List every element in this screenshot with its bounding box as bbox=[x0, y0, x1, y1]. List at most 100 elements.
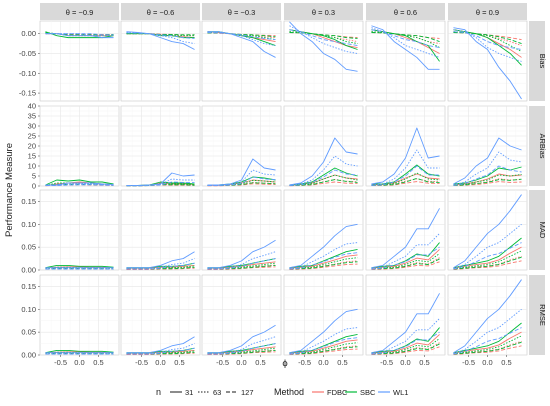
series-line-wl1-n63 bbox=[207, 169, 276, 186]
series-line-sbc-n31 bbox=[453, 322, 522, 354]
x-tick-label: -0.5 bbox=[54, 358, 67, 367]
series-line-sbc-n127 bbox=[45, 352, 114, 355]
series-line-wl1-n31 bbox=[207, 158, 276, 186]
series-line-sbc-n127 bbox=[289, 32, 358, 39]
series-line-wl1-n127 bbox=[453, 242, 522, 270]
series-line-sbc-n127 bbox=[207, 264, 276, 270]
series-line-wl1-n31 bbox=[45, 33, 114, 39]
series-line-fdbc-n127 bbox=[126, 267, 195, 270]
series-line-sbc-n31 bbox=[289, 333, 358, 354]
series-line-wl1-n31 bbox=[126, 31, 195, 50]
series-line-fdbc-n127 bbox=[371, 181, 440, 187]
series-line-fdbc-n31 bbox=[207, 346, 276, 354]
series-line-sbc-n127 bbox=[126, 266, 195, 270]
column-strip bbox=[366, 3, 445, 20]
x-tick-label: -0.5 bbox=[462, 358, 475, 367]
series-line-sbc-n127 bbox=[289, 346, 358, 355]
series-line-wl1-n31 bbox=[126, 336, 195, 354]
legend-label-method: FDBC bbox=[327, 388, 348, 397]
y-tick-label: 0.10 bbox=[21, 305, 36, 314]
series-line-fdbc-n63 bbox=[289, 345, 358, 355]
series-line-wl1-n63 bbox=[289, 25, 358, 54]
series-line-wl1-n63 bbox=[289, 327, 358, 355]
column-strip-label: θ = −0.9 bbox=[66, 8, 94, 17]
row-strip bbox=[529, 275, 545, 355]
legend-title-method: Method bbox=[274, 387, 304, 397]
series-line-sbc-n31 bbox=[453, 237, 522, 269]
y-tick-label: 0 bbox=[32, 182, 36, 191]
row-strip-label: Bias bbox=[538, 54, 547, 69]
series-line-wl1-n31 bbox=[371, 25, 440, 70]
series-line-wl1-n31 bbox=[289, 223, 358, 269]
column-strip-label: θ = −0.3 bbox=[228, 8, 256, 17]
x-tick-label: 0.0 bbox=[318, 358, 328, 367]
series-line-fdbc-n63 bbox=[126, 351, 195, 355]
series-line-wl1-n63 bbox=[207, 31, 276, 46]
series-line-wl1-n31 bbox=[453, 27, 522, 100]
x-tick-label: 0.0 bbox=[236, 358, 246, 367]
series-line-fdbc-n127 bbox=[371, 346, 440, 355]
series-line-sbc-n31 bbox=[289, 248, 358, 269]
column-strip bbox=[121, 3, 200, 20]
series-line-sbc-n63 bbox=[371, 338, 440, 355]
row-strip-label: RMSE bbox=[538, 304, 547, 326]
series-line-sbc-n127 bbox=[453, 178, 522, 186]
series-line-wl1-n31 bbox=[126, 251, 195, 269]
row-strip bbox=[529, 190, 545, 270]
series-line-sbc-n31 bbox=[45, 349, 114, 354]
y-tick-label: 5 bbox=[32, 172, 36, 181]
series-line-fdbc-n127 bbox=[453, 345, 522, 355]
facet-panels: θ = −0.9 θ = −0.6 θ = −0.3 θ = 0.3 θ = 0.6 θ … bbox=[19, 3, 547, 367]
series-line-wl1-n31 bbox=[453, 137, 522, 185]
series-line-wl1-n63 bbox=[45, 183, 114, 186]
series-line-wl1-n63 bbox=[289, 242, 358, 270]
x-tick-label: 0.5 bbox=[93, 358, 103, 367]
y-tick-label: 0.00 bbox=[21, 266, 36, 275]
column-strip bbox=[448, 3, 527, 20]
series-line-sbc-n127 bbox=[289, 261, 358, 270]
series-line-sbc-n31 bbox=[371, 327, 440, 354]
x-tick-label: 0.0 bbox=[155, 358, 165, 367]
series-line-wl1-n63 bbox=[126, 343, 195, 355]
series-line-wl1-n63 bbox=[453, 223, 522, 270]
series-line-sbc-n127 bbox=[126, 184, 195, 187]
series-line-sbc-n127 bbox=[289, 179, 358, 187]
series-line-wl1-n31 bbox=[453, 279, 522, 354]
series-line-sbc-n127 bbox=[371, 32, 440, 43]
column-strip bbox=[284, 3, 363, 20]
series-line-sbc-n63 bbox=[207, 262, 276, 270]
series-line-wl1-n31 bbox=[289, 137, 358, 186]
series-line-wl1-n127 bbox=[126, 347, 195, 355]
series-line-wl1-n31 bbox=[371, 127, 440, 185]
legend-label-method: WL1 bbox=[393, 388, 408, 397]
x-tick-label: 0.5 bbox=[337, 358, 347, 367]
x-tick-label: -0.5 bbox=[380, 358, 393, 367]
x-tick-label: 0.0 bbox=[74, 358, 84, 367]
series-line-sbc-n63 bbox=[207, 347, 276, 355]
series-line-sbc-n63 bbox=[371, 253, 440, 270]
series-line-wl1-n31 bbox=[126, 172, 195, 186]
series-line-wl1-n63 bbox=[371, 233, 440, 270]
series-line-wl1-n63 bbox=[207, 336, 276, 355]
series-line-fdbc-n63 bbox=[453, 255, 522, 270]
x-tick-label: 0.5 bbox=[255, 358, 265, 367]
series-line-sbc-n127 bbox=[371, 343, 440, 355]
series-line-wl1-n31 bbox=[207, 239, 276, 269]
column-strip-label: θ = 0.6 bbox=[394, 8, 417, 17]
series-line-wl1-n31 bbox=[45, 182, 114, 186]
series-line-fdbc-n127 bbox=[289, 32, 358, 39]
series-line-fdbc-n127 bbox=[126, 352, 195, 355]
row-strip bbox=[529, 21, 545, 101]
x-tick-label: -0.5 bbox=[298, 358, 311, 367]
series-line-sbc-n63 bbox=[453, 250, 522, 270]
series-line-fdbc-n63 bbox=[453, 340, 522, 355]
row-strip-label: ARBias bbox=[538, 133, 547, 158]
series-line-fdbc-n127 bbox=[453, 181, 522, 187]
series-line-wl1-n127 bbox=[126, 181, 195, 187]
series-line-fdbc-n31 bbox=[371, 334, 440, 354]
series-line-wl1-n127 bbox=[126, 262, 195, 270]
series-line-sbc-n127 bbox=[453, 256, 522, 270]
x-tick-label: -0.5 bbox=[216, 358, 229, 367]
series-line-wl1-n63 bbox=[126, 32, 195, 45]
